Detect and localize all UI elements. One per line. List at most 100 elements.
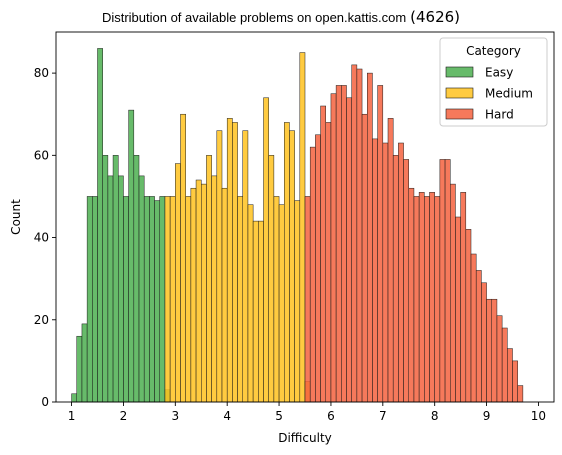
bar-hard [481, 282, 487, 403]
legend-label-medium: Medium [485, 87, 533, 101]
bar-hard [356, 68, 363, 403]
bar-easy [97, 48, 103, 403]
bar-medium [252, 220, 259, 403]
bar-easy [133, 155, 140, 403]
plot-frame [55, 31, 555, 403]
bar-medium [195, 179, 202, 403]
bar-easy [118, 175, 124, 403]
y-tick-label: 40 [34, 231, 49, 245]
bar-hard [392, 155, 399, 403]
bar-easy [81, 323, 88, 403]
bar-hard [450, 183, 456, 403]
bar-easy [71, 393, 77, 403]
bar-medium [164, 196, 171, 403]
bar-medium [206, 155, 212, 403]
bar-hard [309, 146, 316, 403]
bar-medium [180, 113, 186, 403]
legend-title: Category [466, 44, 521, 58]
legend-swatch-hard [445, 108, 474, 120]
bar-hard [398, 142, 404, 403]
bar-hard [367, 72, 373, 403]
legend-box [439, 37, 548, 127]
bar-hard [325, 122, 332, 403]
bar-hard [377, 85, 384, 403]
bar-hard [330, 93, 337, 403]
bar-medium [273, 196, 280, 403]
bar-hard [439, 159, 446, 403]
legend-label-hard: Hard [485, 108, 514, 122]
bar-hard [408, 187, 415, 403]
bar-easy [92, 196, 98, 403]
bar-easy [159, 196, 166, 403]
bars-group [71, 48, 524, 403]
y-tick-label: 0 [41, 395, 49, 409]
bar-hard [470, 253, 477, 403]
bar-easy [107, 175, 114, 403]
bar-hard [372, 138, 378, 403]
bar-hard [460, 192, 467, 403]
bar-easy [138, 175, 145, 403]
x-tick-label: 3 [171, 409, 179, 423]
bar-medium [294, 200, 301, 403]
bar-hard [496, 315, 503, 403]
x-tick-label: 10 [531, 409, 546, 423]
legend-swatch-medium [445, 87, 474, 99]
bar-hard [315, 134, 321, 403]
bar-hard [507, 348, 513, 403]
bar-hard [413, 196, 420, 403]
bar-medium [185, 196, 192, 403]
bar-easy [149, 196, 155, 403]
bar-hard [341, 85, 347, 403]
bar-easy [76, 335, 83, 403]
bar-hard [491, 298, 498, 403]
y-axis-label: Count [9, 199, 23, 235]
bar-medium [258, 220, 264, 403]
y-tick-label: 80 [34, 66, 49, 80]
bar-medium [201, 183, 207, 403]
chart-title: Distribution of available problems on op… [102, 8, 460, 26]
bar-medium [299, 52, 306, 403]
x-tick-label: 1 [68, 409, 76, 423]
bar-easy [143, 196, 150, 403]
bar-medium [242, 130, 249, 403]
bar-medium [221, 187, 228, 403]
bar-medium [169, 196, 176, 403]
bar-easy [154, 200, 160, 403]
bar-medium [237, 196, 243, 403]
y-tick-label: 20 [34, 313, 49, 327]
bar-hard [304, 196, 311, 403]
bar-medium [211, 175, 218, 403]
bar-medium [226, 118, 233, 403]
bar-hard [424, 196, 430, 403]
bar-medium [278, 204, 285, 403]
x-tick-label: 2 [120, 409, 128, 423]
x-tick-label: 8 [431, 409, 439, 423]
x-tick-label: 9 [483, 409, 491, 423]
bar-hard [346, 97, 352, 403]
x-tick-label: 4 [223, 409, 231, 423]
bar-hard [455, 216, 461, 403]
bar-medium [232, 122, 238, 403]
bar-easy [112, 155, 119, 403]
bar-hard [403, 159, 409, 403]
bar-hard [475, 270, 482, 403]
bar-easy [128, 109, 135, 403]
bar-hard [320, 105, 326, 403]
x-tick-label: 7 [379, 409, 387, 423]
bar-easy [123, 196, 129, 403]
bar-hard [387, 118, 394, 403]
bar-hard [501, 327, 508, 403]
bar-hard [335, 85, 342, 403]
legend: Category Easy Medium Hard [439, 37, 548, 127]
bar-medium [263, 97, 269, 403]
bar-hard [465, 229, 472, 403]
bar-medium [216, 130, 223, 403]
bar-medium [190, 187, 197, 403]
bar-hard [382, 142, 389, 403]
bar-medium [268, 155, 275, 403]
bar-hard [444, 159, 451, 403]
bar-medium [284, 122, 290, 403]
bar-easy [102, 155, 109, 403]
bar-hard [361, 113, 368, 403]
